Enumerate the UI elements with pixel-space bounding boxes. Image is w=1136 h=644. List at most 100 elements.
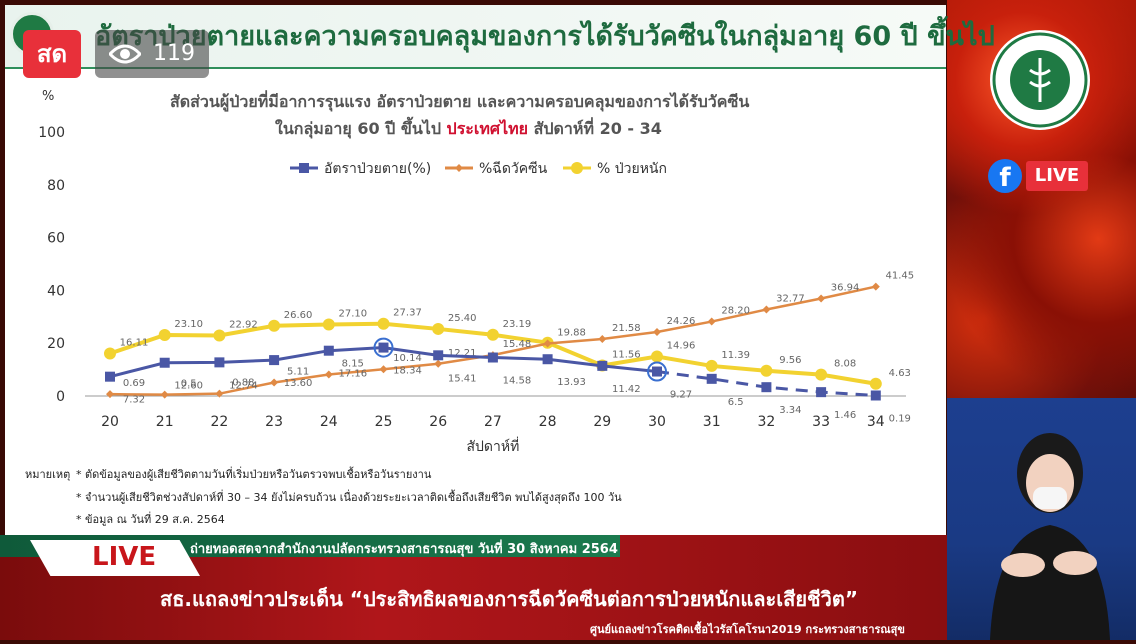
notes-label: หมายเหตุ	[25, 468, 71, 481]
data-label: 28.20	[721, 306, 750, 317]
y-axis-label: %	[42, 89, 54, 104]
data-point	[870, 390, 881, 401]
data-point	[432, 322, 445, 335]
data-label: 18.34	[393, 366, 422, 377]
legend-label: % ป่วยหนัก	[597, 161, 667, 177]
data-point	[214, 357, 225, 368]
data-label: 11.39	[721, 350, 750, 361]
eye-icon	[109, 44, 141, 64]
data-point	[760, 364, 773, 377]
banner-live-label: LIVE	[30, 540, 200, 576]
y-tick-label: 40	[47, 283, 65, 299]
data-point	[160, 390, 169, 399]
data-label: 23.19	[503, 319, 532, 330]
legend-label: %ฉีดวัคซีน	[479, 161, 548, 177]
data-point	[213, 329, 226, 342]
y-tick-label: 80	[47, 178, 65, 194]
slide-title: อัตราป่วยตายและความครอบคลุมของการได้รับว…	[95, 21, 995, 52]
data-point	[707, 317, 716, 326]
data-point	[542, 354, 553, 365]
data-point	[377, 317, 390, 330]
data-point	[651, 350, 663, 363]
x-tick-label: 21	[156, 414, 174, 430]
data-point	[597, 360, 608, 371]
y-tick-label: 20	[47, 336, 65, 352]
data-label: 9.56	[779, 355, 801, 366]
data-point	[543, 339, 552, 348]
legend-label: อัตราป่วยตาย(%)	[324, 161, 431, 177]
data-point	[379, 365, 388, 374]
presentation-slide	[5, 5, 946, 535]
data-label: 22.92	[229, 319, 258, 330]
data-point	[652, 366, 662, 377]
live-badge: สด	[23, 30, 81, 78]
data-label: 36.94	[831, 282, 860, 293]
data-point	[378, 342, 389, 353]
data-label: 26.60	[284, 310, 313, 321]
banner-broadcast-info: ถ่ายทอดสดจากสำนักงานปลัดกระทรวงสาธารณสุข…	[190, 542, 618, 557]
banner-headline: สธ.แถลงข่าวประเด็น “ประสิทธิผลของการฉีดว…	[160, 587, 858, 611]
data-label: 9.27	[670, 390, 692, 401]
chart-subtitle-line2: ในกลุ่มอายุ 60 ปี ขึ้นไป ประเทศไทย สัปดา…	[275, 117, 662, 142]
ministry-of-public-health-logo-icon	[990, 30, 1090, 130]
data-point	[762, 305, 771, 314]
data-point	[816, 387, 827, 398]
data-point	[158, 329, 171, 342]
data-point	[434, 359, 443, 368]
legend-marker	[455, 164, 463, 172]
data-label: 5.11	[287, 367, 309, 378]
data-label: 41.45	[885, 271, 914, 282]
data-point	[598, 335, 607, 344]
data-point	[269, 355, 280, 366]
data-point	[159, 357, 170, 368]
data-point	[815, 368, 828, 381]
data-label: 14.58	[503, 376, 532, 387]
data-label: 15.41	[448, 373, 477, 384]
note-3: * ข้อมูล ณ วันที่ 29 ส.ค. 2564	[76, 513, 225, 526]
data-label: 8.15	[342, 358, 364, 369]
data-point	[215, 389, 224, 398]
data-label: 23.10	[174, 319, 203, 330]
data-label: 25.40	[448, 313, 477, 324]
data-label: 19.88	[557, 328, 586, 339]
legend-marker	[571, 162, 583, 174]
y-tick-label: 0	[56, 389, 65, 405]
data-label: 10.14	[393, 353, 422, 364]
x-tick-label: 22	[210, 414, 228, 430]
data-point	[653, 327, 661, 336]
legend-marker	[299, 163, 309, 173]
facebook-live-indicator: f LIVE	[988, 158, 1090, 194]
note-1: * ตัดข้อมูลของผู้เสียชีวิตตามวันที่เริ่ม…	[76, 468, 432, 481]
highlight-circle	[373, 337, 394, 358]
note-2: * จำนวนผู้เสียชีวิตช่วงสัปดาห์ที่ 30 – 3…	[76, 491, 622, 504]
data-point	[104, 347, 116, 360]
data-label: 17.16	[338, 369, 367, 380]
data-point	[322, 318, 335, 331]
data-label: 21.58	[612, 323, 641, 334]
y-tick-label: 100	[38, 125, 65, 141]
data-point	[869, 377, 882, 390]
data-point	[106, 390, 114, 399]
highlight-circle	[647, 361, 667, 382]
data-label: 27.10	[338, 308, 367, 319]
y-tick-label: 60	[47, 231, 65, 247]
fb-live-badge: LIVE	[1026, 161, 1088, 191]
banner-footer: ศูนย์แถลงข่าวโรคติดเชื้อไวรัสโคโรนา2019 …	[590, 623, 905, 636]
data-label: 11.42	[612, 384, 641, 395]
data-label: 13.93	[557, 377, 586, 388]
data-label: 12.60	[174, 381, 203, 392]
data-point	[486, 328, 499, 341]
chart-subtitle-line1: สัดส่วนผู้ป่วยที่มีอาการรุนแรง อัตราป่วย…	[170, 92, 750, 111]
x-tick-label: 25	[375, 414, 393, 430]
data-label: 6.5	[728, 397, 744, 408]
data-label: 27.37	[393, 308, 422, 319]
viewer-count: 119	[153, 41, 195, 66]
data-point	[705, 359, 718, 372]
x-tick-label: 28	[539, 414, 557, 430]
x-tick-label: 34	[867, 414, 885, 430]
subtitle-text-end: สัปดาห์ที่ 20 - 34	[528, 119, 662, 138]
x-tick-label: 30	[648, 414, 666, 430]
data-point	[270, 378, 279, 387]
data-label: 13.60	[284, 378, 313, 389]
x-tick-label: 20	[101, 414, 119, 430]
